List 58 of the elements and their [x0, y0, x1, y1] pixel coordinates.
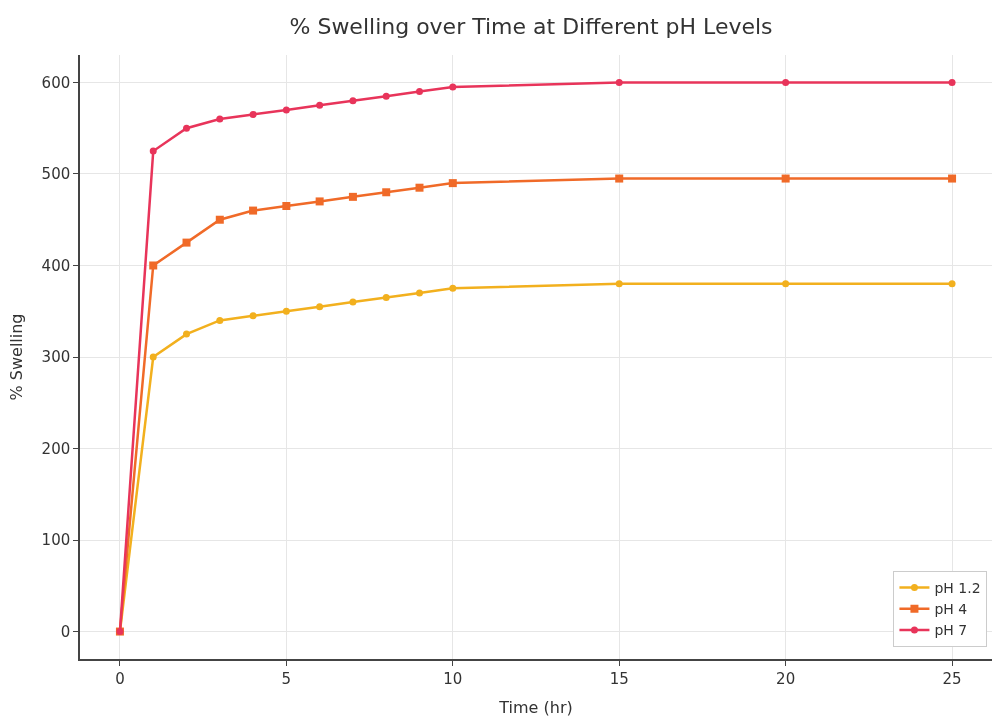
y-tick-label: 300	[41, 348, 71, 367]
point	[183, 330, 191, 338]
y-axis-title: % Swelling	[7, 313, 27, 401]
point	[216, 316, 224, 324]
point	[415, 183, 424, 192]
point	[215, 215, 224, 224]
point	[348, 192, 357, 201]
point	[316, 101, 324, 109]
point	[249, 206, 258, 215]
x-tick-label: 20	[776, 669, 796, 688]
point	[948, 78, 956, 86]
point	[416, 88, 423, 96]
point	[182, 238, 191, 247]
point	[416, 289, 423, 297]
point	[149, 353, 157, 361]
point	[316, 303, 324, 311]
legend-label: pH 4	[934, 601, 968, 618]
point	[349, 97, 357, 105]
x-tick-label: 10	[443, 669, 463, 688]
point	[349, 298, 357, 306]
point	[382, 188, 391, 197]
point	[615, 78, 623, 86]
point	[948, 280, 956, 288]
legend-label: pH 1.2	[934, 579, 981, 596]
point	[782, 280, 790, 288]
x-tick-label: 25	[942, 669, 962, 688]
point	[382, 294, 390, 302]
y-tick-label: 100	[41, 531, 71, 550]
legend-label: pH 7	[934, 622, 968, 639]
point	[216, 115, 224, 123]
point	[249, 312, 257, 320]
point	[315, 197, 324, 206]
point	[249, 110, 257, 118]
point	[282, 307, 290, 315]
point	[449, 284, 457, 292]
x-tick-label: 5	[281, 669, 292, 688]
y-tick-label: 600	[41, 73, 71, 92]
point	[448, 179, 457, 188]
chart-title: % Swelling over Time at Different pH Levels	[289, 13, 773, 39]
point	[615, 174, 624, 183]
x-axis-title: Time (hr)	[498, 697, 573, 717]
x-tick-label: 0	[115, 669, 125, 688]
point	[615, 280, 623, 288]
y-tick-label: 0	[60, 622, 71, 641]
y-tick-label: 400	[41, 256, 71, 275]
point	[449, 83, 457, 91]
point	[382, 92, 390, 100]
point	[782, 78, 790, 86]
y-tick-label: 500	[41, 165, 71, 184]
point	[948, 174, 957, 183]
point	[149, 147, 157, 155]
point	[183, 124, 191, 132]
point	[781, 174, 790, 183]
point	[149, 261, 158, 270]
x-tick-label: 15	[609, 669, 629, 688]
point	[282, 202, 291, 210]
point	[282, 106, 290, 114]
y-tick-label: 200	[41, 439, 71, 458]
